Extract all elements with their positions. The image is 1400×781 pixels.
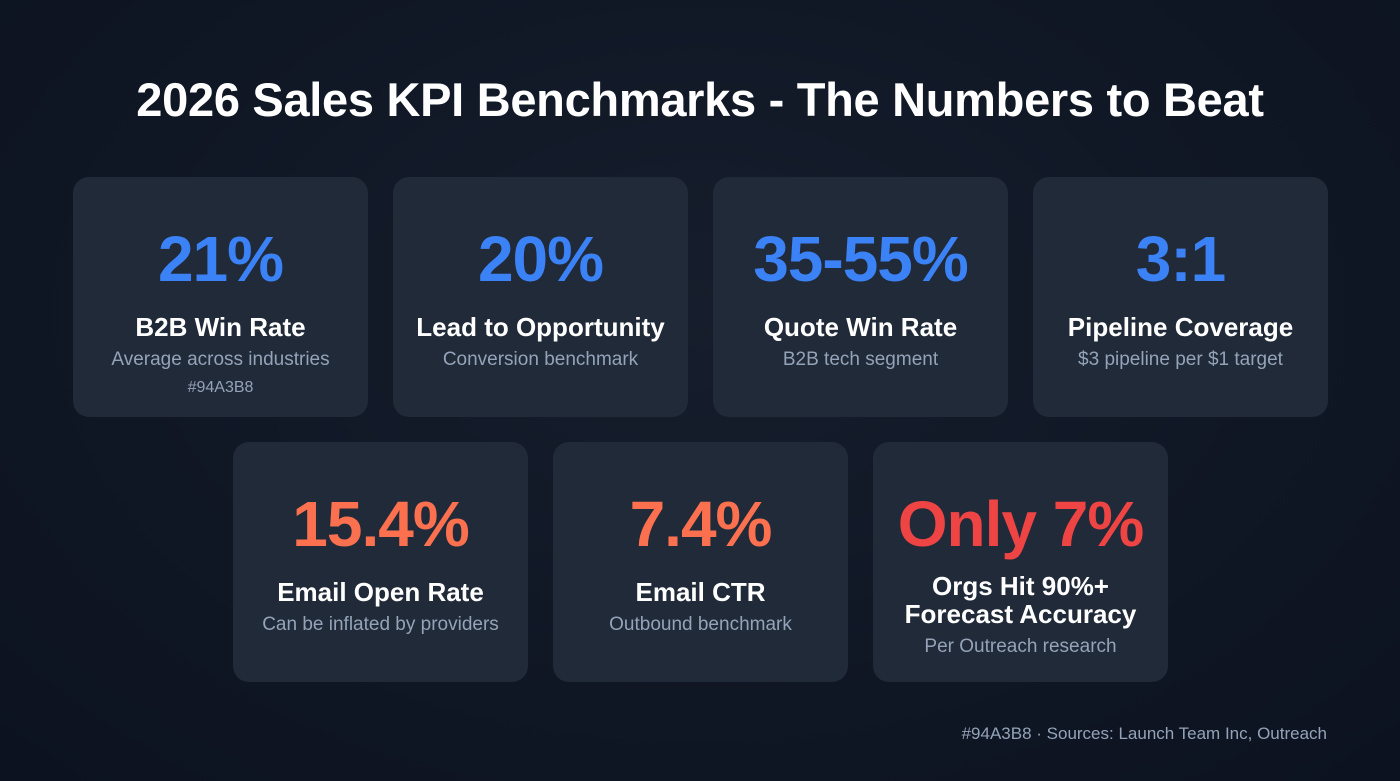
kpi-value: 7.4% (629, 488, 773, 560)
page-title: 2026 Sales KPI Benchmarks - The Numbers … (136, 73, 1264, 126)
kpi-card-email-open-rate: 15.4% Email Open Rate Can be inflated by… (233, 442, 528, 682)
kpi-value: 35-55% (753, 223, 969, 295)
kpi-label: Orgs Hit 90%+ Forecast Accuracy (905, 572, 1137, 628)
kpi-subtitle: Outbound benchmark (609, 614, 792, 635)
kpi-value: 21% (157, 223, 284, 295)
footer-sources: #94A3B8 · Sources: Launch Team Inc, Outr… (961, 724, 1327, 743)
kpi-subtitle: Can be inflated by providers (262, 614, 499, 635)
kpi-subtitle: Per Outreach research (924, 636, 1117, 657)
kpi-label-line: Orgs Hit 90%+ (931, 571, 1109, 601)
kpi-label: Quote Win Rate (763, 312, 958, 342)
kpi-label-line: Forecast Accuracy (904, 599, 1137, 629)
kpi-card-forecast-accuracy: Only 7% Orgs Hit 90%+ Forecast Accuracy … (873, 442, 1168, 682)
kpi-label: B2B Win Rate (135, 312, 306, 342)
kpi-label: Email CTR (635, 577, 766, 607)
kpi-label: Email Open Rate (277, 577, 484, 607)
kpi-card-quote-win-rate: 35-55% Quote Win Rate B2B tech segment (713, 177, 1008, 417)
kpi-value: 15.4% (292, 488, 469, 560)
kpi-card-email-ctr: 7.4% Email CTR Outbound benchmark (553, 442, 848, 682)
kpi-subtitle: B2B tech segment (782, 349, 939, 370)
kpi-card-lead-to-opportunity: 20% Lead to Opportunity Conversion bench… (393, 177, 688, 417)
kpi-note: #94A3B8 (187, 379, 254, 396)
kpi-value: 20% (477, 223, 604, 295)
kpi-subtitle: $3 pipeline per $1 target (1078, 349, 1283, 370)
kpi-label: Lead to Opportunity (416, 312, 665, 342)
kpi-value: 3:1 (1135, 223, 1226, 295)
kpi-subtitle: Conversion benchmark (442, 349, 639, 370)
kpi-value: Only 7% (897, 488, 1145, 560)
kpi-card-b2b-win-rate: 21% B2B Win Rate Average across industri… (73, 177, 368, 417)
kpi-card-pipeline-coverage: 3:1 Pipeline Coverage $3 pipeline per $1… (1033, 177, 1328, 417)
kpi-subtitle: Average across industries (111, 349, 330, 370)
kpi-label: Pipeline Coverage (1067, 312, 1294, 342)
